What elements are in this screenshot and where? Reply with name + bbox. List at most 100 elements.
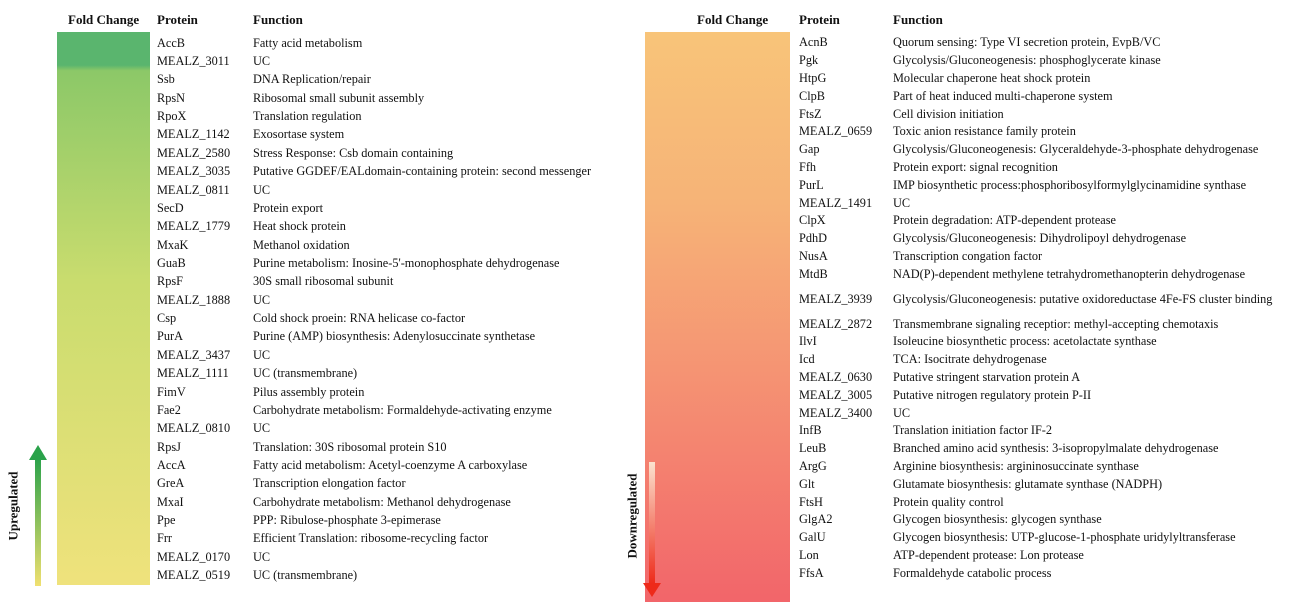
table-row: MEALZ_3035 Putative GGDEF/EALdomain-conta… [157,163,591,181]
function: PPP: Ribulose-phosphate 3-epimerase [253,513,441,528]
protein: FtsZ [799,106,822,121]
table-row: Ssb DNA Replication/repair [157,71,591,89]
protein: NusA [799,248,828,263]
function: Transcription congation factor [893,248,1043,263]
protein: Ssb [157,72,175,87]
arrow-head [29,445,47,460]
protein: SecD [157,200,184,215]
table-row: GlgA2 Glycogen biosynthesis: glycogen syn… [799,511,1278,529]
function: UC [253,421,271,436]
table-row: Fae2 Carbohydrate metabolism: Formaldehyd… [157,401,591,419]
table-row: MEALZ_1491 UC [799,194,1278,212]
table-row: MEALZ_0811 UC [157,181,591,199]
table-row: IlvI Isoleucine biosynthetic process: ace… [799,333,1278,351]
axis-label: Upregulated [5,471,21,541]
table-row: FtsH Protein quality control [799,493,1278,511]
function: Fatty acid metabolism [253,35,363,50]
table-row: FimV Pilus assembly protein [157,383,591,401]
protein: ArgG [799,458,827,473]
table-row: RpoX Translation regulation [157,107,591,125]
protein: ClpB [799,88,825,103]
function: Purine metabolism: Inosine-5'-monophosph… [253,255,560,270]
function: Toxic anion resistance family protein [893,124,1076,139]
function: Translation initiation factor IF-2 [893,423,1053,438]
table-row: GreA Transcription elongation factor [157,475,591,493]
protein: AcnB [799,35,828,50]
protein: RpoX [157,109,187,124]
function: Cold shock proein: RNA helicase co-facto… [253,311,466,326]
function: Translation: 30S ribosomal protein S10 [253,439,447,454]
function: UC [253,182,271,197]
function: Stress Response: Csb domain containing [253,145,454,160]
function: Pilus assembly protein [253,384,365,399]
table-row: RpsF 30S small ribosomal subunit [157,273,591,291]
protein: MEALZ_3035 [157,164,231,179]
table-row: FtsZ Cell division initiation [799,105,1278,123]
protein: MEALZ_3005 [799,387,873,402]
table-row: Ppe PPP: Ribulose-phosphate 3-epimerase [157,511,591,529]
protein: Ppe [157,513,176,528]
table-row: PdhD Glycolysis/Gluconeogenesis: Dihydrol… [799,230,1278,248]
table-row: AcnB Quorum sensing: Type VI secretion pr… [799,34,1278,52]
function: Transcription elongation factor [253,476,406,491]
table-row: MxaI Carbohydrate metabolism: Methanol de… [157,493,591,511]
protein: GlgA2 [799,512,833,527]
protein: MEALZ_0810 [157,421,231,436]
table-row: MEALZ_2580 Stress Response: Csb domain co… [157,144,591,162]
table-row: MEALZ_0630 Putative stringent starvation … [799,369,1278,387]
table-row: Pgk Glycolysis/Gluconeogenesis: phosphogl… [799,52,1278,70]
function: Methanol oxidation [253,237,350,252]
table-row: GalU Glycogen biosynthesis: UTP-glucose-1… [799,529,1278,547]
protein: HtpG [799,70,827,85]
table-row: RpsJ Translation: 30S ribosomal protein S… [157,438,591,456]
function: Fatty acid metabolism: Acetyl-coenzyme A… [253,457,528,472]
table-row: HtpG Molecular chaperone heat shock prote… [799,70,1278,88]
table-row: GuaB Purine metabolism: Inosine-5'-monoph… [157,254,591,272]
table-row: MEALZ_0519 UC (transmembrane) [157,566,591,584]
protein: MEALZ_0659 [799,124,873,139]
function: 30S small ribosomal subunit [253,274,394,289]
function: Ribosomal small subunit assembly [253,90,425,105]
protein: MEALZ_3400 [799,405,873,420]
protein: Lon [799,547,819,562]
function: Branched amino acid synthesis: 3-isoprop… [893,441,1219,456]
function: TCA: Isocitrate dehydrogenase [893,352,1047,367]
function: Carbohydrate metabolism: Methanol dehydr… [253,494,511,509]
function: Quorum sensing: Type VI secretion protei… [893,35,1161,50]
arrow-shaft [35,458,41,586]
function: UC [893,405,911,420]
function: ATP-dependent protease: Lon protease [893,547,1084,562]
protein: Icd [799,352,815,367]
protein: AccA [157,457,186,472]
function: Protein quality control [893,494,1004,509]
function: Protein degradation: ATP-dependent prote… [893,213,1116,228]
function: Efficient Translation: ribosome-recyclin… [253,531,489,546]
function: IMP biosynthetic process:phosphoribosylf… [893,177,1247,192]
protein: GalU [799,530,826,545]
table-row: MEALZ_0810 UC [157,420,591,438]
protein: Frr [157,531,173,546]
function: Cell division initiation [893,106,1004,121]
protein: ClpX [799,213,826,228]
function: Glycolysis/Gluconeogenesis: Glyceraldehy… [893,142,1259,157]
table-row: Icd TCA: Isocitrate dehydrogenase [799,351,1278,369]
protein: MEALZ_0630 [799,369,873,384]
function: UC [253,292,271,307]
protein: MtdB [799,266,828,281]
function: Carbohydrate metabolism: Formaldehyde-ac… [253,402,552,417]
table-row: MEALZ_1779 Heat shock protein [157,218,591,236]
table-row: ClpX Protein degradation: ATP-dependent p… [799,212,1278,230]
table-row: MEALZ_3939 Glycolysis/Gluconeogenesis: pu… [799,283,1278,315]
table-row: MxaK Methanol oxidation [157,236,591,254]
function: Glycolysis/Gluconeogenesis: Dihydrolipoy… [893,231,1187,246]
table-row: NusA Transcription congation factor [799,248,1278,266]
table-row: PurL IMP biosynthetic process:phosphoribo… [799,176,1278,194]
function: Glycogen biosynthesis: glycogen synthase [893,512,1102,527]
table-row: MEALZ_0170 UC [157,548,591,566]
function: Putative stringent starvation protein A [893,369,1081,384]
table-row: AccA Fatty acid metabolism: Acetyl-coenzy… [157,456,591,474]
function: Formaldehyde catabolic process [893,565,1052,580]
protein: RpsN [157,90,186,105]
function: Purine (AMP) biosynthesis: Adenylosuccin… [253,329,536,344]
